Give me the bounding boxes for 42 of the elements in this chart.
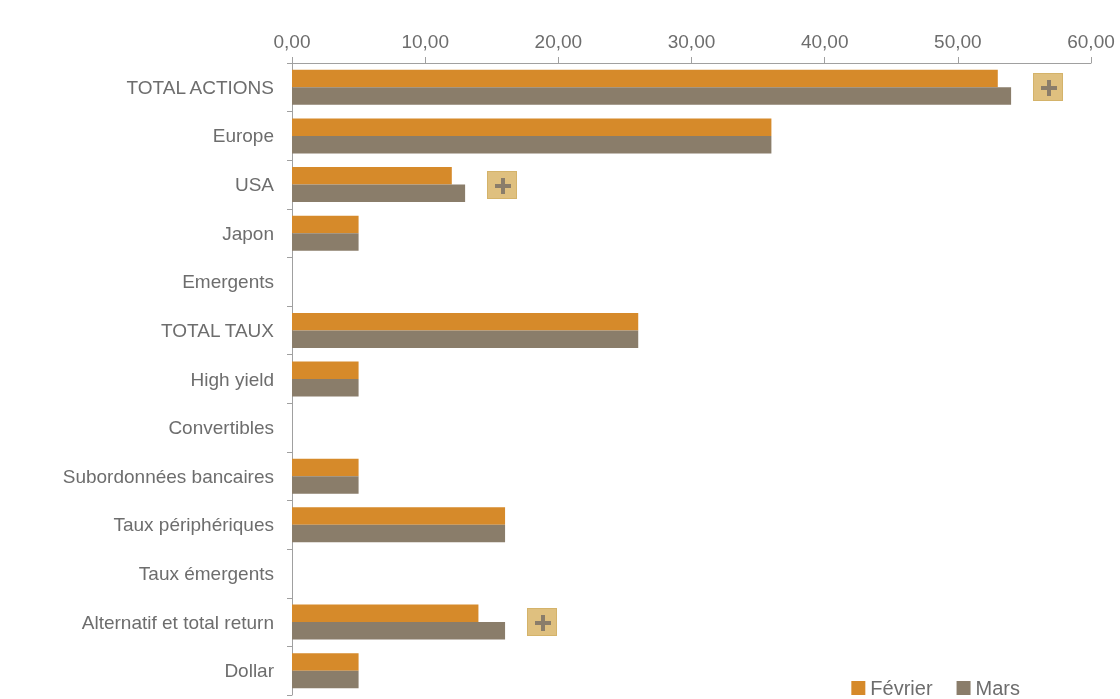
y-tick-label: Taux périphériques <box>113 514 274 536</box>
y-tick-label: USA <box>234 174 275 196</box>
bar <box>292 524 506 543</box>
x-tick-label: 20,00 <box>534 31 583 52</box>
y-tick-label: Convertibles <box>168 417 274 439</box>
x-tick-label: 10,00 <box>401 31 449 52</box>
bar <box>292 330 639 348</box>
y-tick-label: Dollar <box>224 660 275 682</box>
bar <box>292 622 506 640</box>
bar <box>292 312 639 331</box>
x-tick-label: 30,00 <box>667 31 716 52</box>
bar <box>292 184 466 203</box>
y-tick-label: Alternatif et total return <box>81 611 274 633</box>
y-tick-label: Europe <box>212 125 274 147</box>
y-tick-label: Emergents <box>182 271 274 293</box>
bar <box>292 507 506 525</box>
bar <box>292 604 479 623</box>
bar <box>292 361 359 379</box>
y-tick-label: Taux émergents <box>138 562 274 584</box>
bar <box>292 458 359 477</box>
bar <box>292 476 359 494</box>
legend-label: Mars <box>975 677 1021 699</box>
bar <box>292 653 359 671</box>
bar <box>292 118 772 136</box>
legend-label: Février <box>870 677 933 699</box>
bar <box>292 87 1012 105</box>
bar <box>292 69 998 88</box>
y-tick-label: Japon <box>222 222 274 244</box>
x-tick-label: 0,00 <box>273 31 311 52</box>
y-tick-label: High yield <box>190 368 274 390</box>
bar <box>292 167 452 185</box>
bar <box>292 233 359 251</box>
bar <box>292 135 772 154</box>
bar <box>292 215 359 234</box>
x-tick-label: 50,00 <box>934 31 982 52</box>
bar <box>292 379 359 397</box>
y-tick-label: TOTAL TAUX <box>161 319 275 341</box>
y-tick-label: Subordonnées bancaires <box>62 465 274 487</box>
y-tick-label: TOTAL ACTIONS <box>126 76 274 98</box>
x-tick-label: 40,00 <box>800 31 849 52</box>
x-tick-label: 60,00 <box>1067 31 1115 52</box>
bar <box>292 670 359 689</box>
